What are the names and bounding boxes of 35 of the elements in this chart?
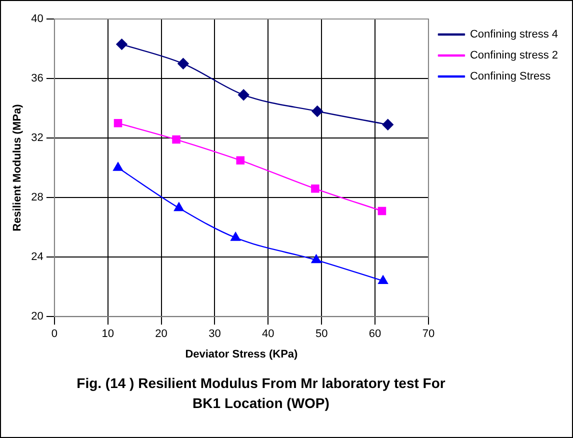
point [378, 275, 388, 284]
point [116, 38, 128, 50]
point [178, 58, 189, 70]
x-axis-title: Deviator Stress (KPa) [185, 348, 298, 360]
point [174, 202, 184, 212]
point [311, 184, 320, 193]
point [114, 119, 122, 128]
x-tick-label: 30 [208, 328, 221, 340]
y-tick-label: 32 [31, 132, 44, 144]
point [236, 156, 245, 164]
x-tick-label: 60 [368, 328, 382, 340]
point [172, 135, 180, 144]
x-tick-label: 50 [315, 328, 328, 340]
point [230, 232, 240, 241]
y-tick-label: 36 [31, 72, 44, 85]
point [311, 254, 322, 264]
legend-label: Confining stress 2 [470, 50, 558, 62]
x-tick-label: 0 [51, 328, 58, 340]
x-tick-label: 10 [102, 328, 114, 340]
point [238, 89, 250, 100]
y-tick-label: 24 [31, 251, 44, 264]
point [113, 162, 123, 171]
x-tick-label: 70 [422, 328, 435, 340]
point [378, 206, 386, 216]
x-tick-label: 20 [155, 328, 168, 340]
y-tick-label: 20 [31, 310, 44, 323]
x-tick-label: 40 [262, 328, 274, 340]
point [312, 106, 323, 117]
point [382, 119, 394, 130]
y-tick-label: 28 [31, 192, 44, 204]
text: Fig. (14 ) Resilient Modulus From Mr laboratory test For BK1 Location (WOP) [76, 374, 446, 413]
legend-label: Confining Stress [470, 70, 552, 83]
y-axis-title: Resilient Modulus (MPa) [12, 104, 24, 232]
y-tick-label: 40 [31, 13, 44, 26]
legend-label: Confining stress 4 [470, 28, 558, 41]
